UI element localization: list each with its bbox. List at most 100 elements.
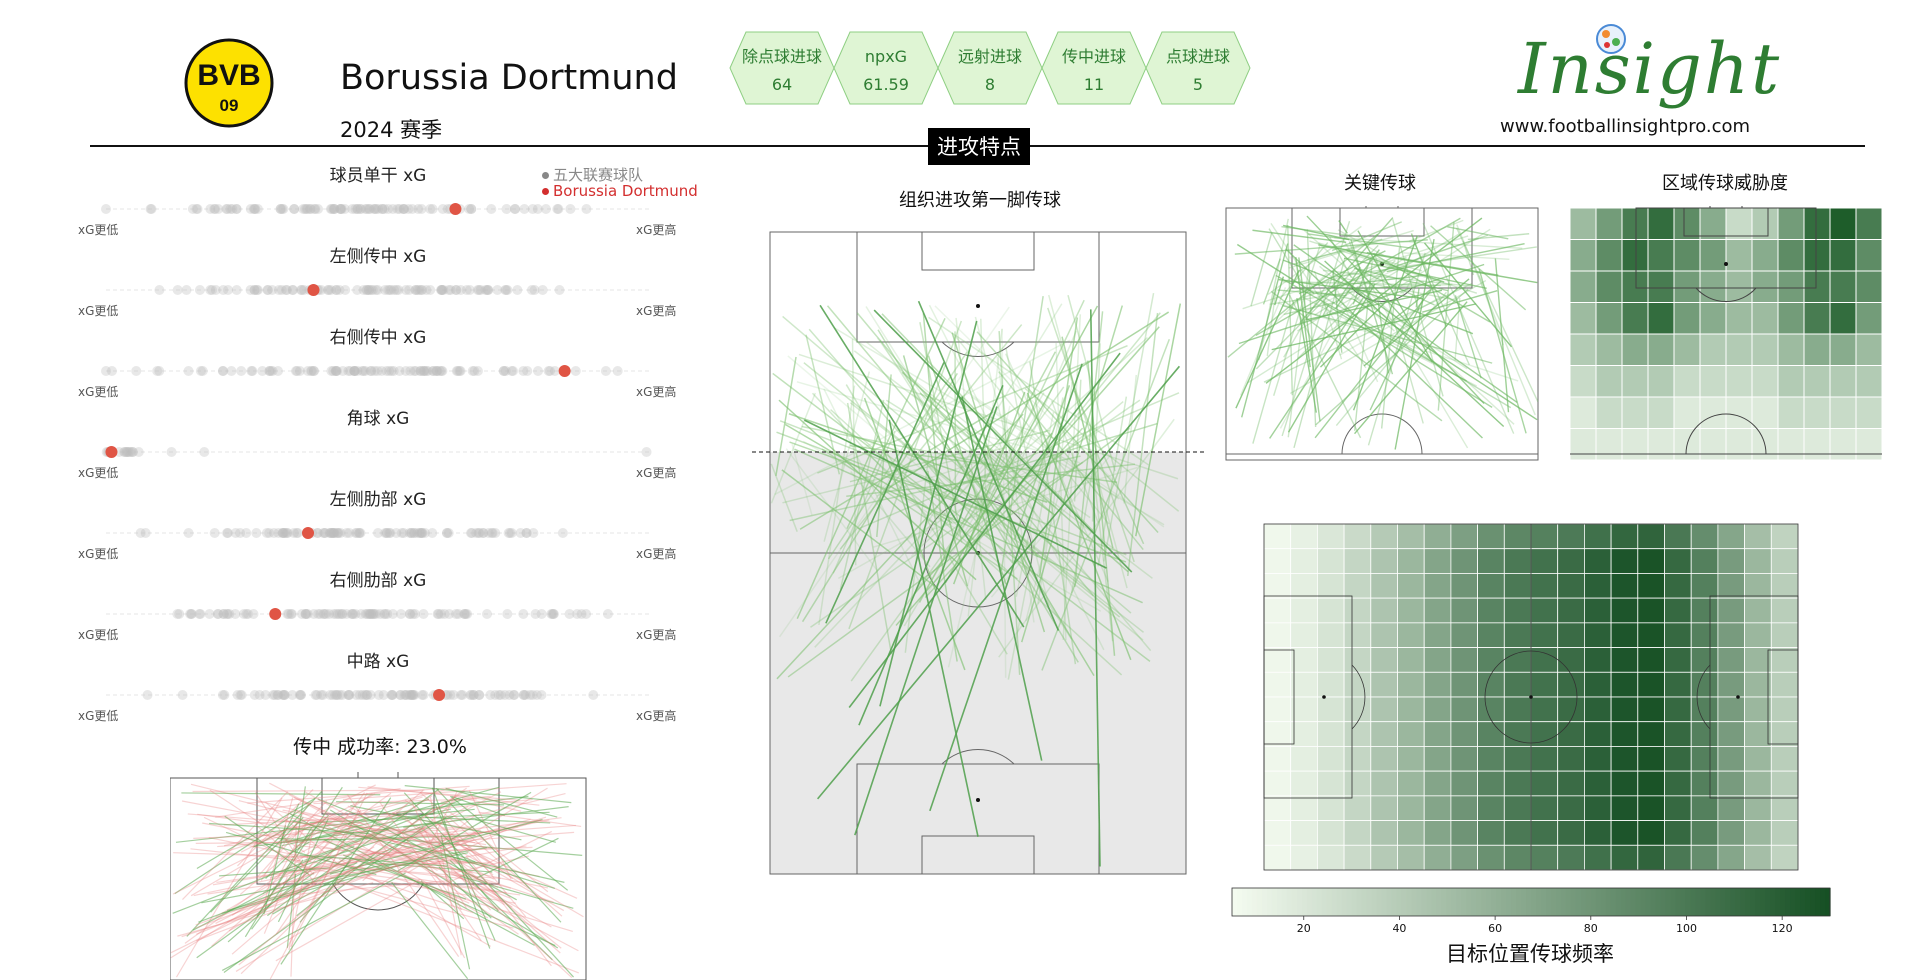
league-dot: [442, 690, 453, 700]
heat-cell: [1423, 548, 1452, 574]
league-dot: [267, 366, 278, 376]
cross-line: [275, 809, 362, 935]
league-dot: [500, 366, 511, 376]
league-dot: [241, 528, 252, 538]
cross-line: [244, 826, 313, 938]
key-pass-line: [1324, 260, 1505, 427]
cross-line: [403, 806, 569, 828]
league-dot: [525, 690, 536, 700]
pass-line: [976, 331, 1159, 533]
key-pass-line: [1437, 221, 1455, 411]
colorbar-segment: [1665, 888, 1672, 916]
zone-cell: [1621, 207, 1649, 240]
league-dot: [337, 609, 348, 619]
cross-line: [465, 855, 552, 967]
cross-line: [459, 875, 574, 909]
league-dot: [387, 690, 398, 700]
league-dot: [300, 609, 311, 619]
heat-cell: [1717, 795, 1745, 821]
league-dot: [415, 366, 426, 376]
colorbar-segment: [1580, 888, 1587, 916]
center-circle: [1685, 413, 1767, 455]
heat-cell: [1770, 597, 1799, 624]
league-dot: [486, 204, 497, 214]
league-dot: [417, 528, 428, 538]
heat-cell: [1744, 523, 1772, 550]
heat-cell: [1690, 721, 1719, 747]
cross-line: [187, 813, 460, 836]
pass-line: [1073, 379, 1082, 502]
league-dot: [209, 528, 220, 538]
heat-cell: [1690, 647, 1719, 673]
heat-cell: [1477, 795, 1505, 821]
section-title: 进攻特点: [928, 128, 1030, 165]
league-dot: [106, 366, 117, 376]
key-pass-line: [1303, 229, 1349, 271]
colorbar-tick-label: 40: [1392, 922, 1406, 935]
league-dot: [381, 528, 392, 538]
league-dot: [520, 690, 531, 700]
league-dot: [209, 204, 220, 214]
heat-cell: [1610, 573, 1639, 599]
zone-cell: [1725, 428, 1753, 461]
league-dot: [245, 285, 256, 295]
league-dot: [275, 204, 286, 214]
cross-line: [324, 839, 556, 947]
cross-line: [280, 846, 533, 859]
heat-cell: [1610, 671, 1639, 698]
heat-cell: [1664, 746, 1692, 772]
pass-line: [962, 422, 1158, 484]
league-dot: [246, 366, 257, 376]
heat-cell: [1290, 523, 1318, 550]
key-pass-line: [1295, 257, 1311, 368]
colorbar-segment: [1740, 888, 1746, 916]
league-dot: [478, 528, 489, 538]
cross-line: [181, 792, 381, 796]
league-dot: [308, 366, 319, 376]
heat-cell: [1370, 573, 1398, 599]
cross-line: [238, 851, 376, 966]
bottom-penalty-arc: [941, 749, 1015, 765]
league-dot: [482, 285, 493, 295]
strip-title: 左侧传中 xG: [330, 247, 427, 267]
league-dot: [485, 690, 496, 700]
league-dot: [455, 366, 466, 376]
heat-cell: [1664, 573, 1692, 599]
heat-cell: [1664, 696, 1692, 723]
league-dot: [503, 528, 514, 538]
league-dot: [328, 609, 339, 619]
league-dot: [412, 528, 423, 538]
top-penalty-spot: [976, 304, 980, 308]
league-dot: [581, 609, 592, 619]
cross-line: [217, 827, 466, 848]
league-dot: [492, 285, 503, 295]
key-pass-line: [1372, 252, 1491, 323]
colorbar-segment: [1521, 888, 1527, 916]
league-dot: [510, 204, 521, 214]
colorbar-segment: [1790, 888, 1796, 916]
colorbar-segment: [1271, 888, 1278, 916]
heat-cell: [1290, 647, 1318, 673]
heat-cell: [1637, 721, 1665, 747]
league-dot: [527, 690, 538, 700]
league-dot: [347, 609, 358, 619]
cross-line: [338, 858, 491, 947]
league-dot: [313, 204, 324, 214]
colorbar-segment: [1725, 888, 1731, 916]
key-pass-line: [1454, 295, 1482, 379]
heat-cell: [1557, 844, 1585, 871]
heat-cell: [1450, 573, 1478, 599]
league-dot: [230, 528, 241, 538]
pass-line: [953, 391, 1026, 585]
cross-line: [475, 818, 556, 843]
pass-line: [865, 306, 978, 483]
colorbar-segment: [1381, 888, 1388, 916]
colorbar-segment: [1780, 888, 1786, 916]
league-dot: [301, 204, 312, 214]
league-dot: [325, 528, 336, 538]
zone-cell: [1803, 270, 1831, 303]
league-dot: [261, 528, 272, 538]
league-dot: [360, 204, 371, 214]
league-dot: [436, 285, 447, 295]
pass-line: [827, 351, 968, 560]
